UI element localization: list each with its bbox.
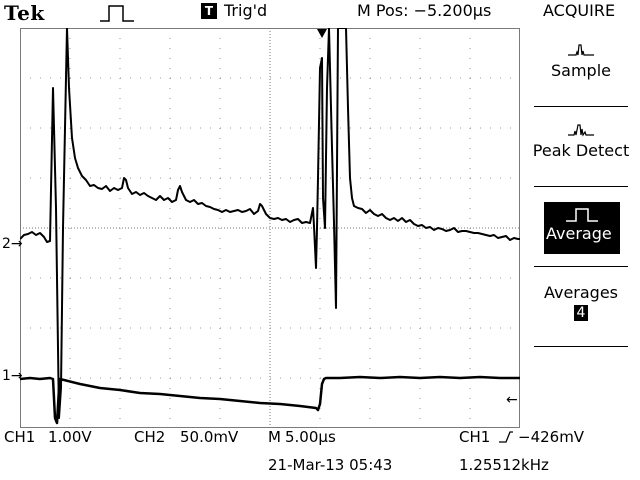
average-option[interactable]: Average — [544, 202, 620, 254]
sample-option[interactable]: Sample — [522, 42, 640, 80]
status-bar: Tek T Trig'd M Pos: −5.200µs ACQUIRE — [0, 0, 640, 28]
trigger-badge: T — [201, 3, 217, 19]
menu-divider — [534, 266, 628, 267]
trigger-level-arrow-icon: ← — [506, 392, 518, 408]
horizontal-position-readout: M Pos: −5.200µs — [357, 1, 492, 20]
brand-logo: Tek — [4, 1, 45, 25]
ch1-scale: 1.00V — [48, 428, 92, 446]
graticule-grid — [20, 28, 520, 428]
trigger-source: CH1 — [459, 428, 491, 446]
menu-divider — [534, 346, 628, 347]
trigger-position-marker-icon — [317, 29, 327, 38]
acquire-side-menu: Sample Peak Detect Average Averages 4 — [522, 28, 640, 426]
rising-edge-icon — [499, 431, 513, 443]
menu-divider — [534, 186, 628, 187]
ch1-trace — [20, 375, 520, 425]
peak-detect-label: Peak Detect — [532, 141, 630, 160]
timebase-label: M — [268, 428, 281, 446]
averages-option[interactable]: Averages 4 — [522, 283, 640, 321]
sample-label: Sample — [551, 61, 611, 80]
peak-detect-icon — [568, 124, 594, 137]
readout-bar: CH1 1.00V CH2 50.0mV M 5.00µs CH1 −426mV… — [0, 428, 640, 480]
average-mode-icon — [566, 208, 598, 222]
trigger-level-readout: −426mV — [518, 428, 585, 446]
average-label: Average — [546, 224, 612, 243]
averages-value: 4 — [573, 305, 589, 321]
peak-detect-option[interactable]: Peak Detect — [522, 122, 640, 160]
menu-title: ACQUIRE — [543, 1, 616, 20]
ch2-label: CH2 — [134, 428, 166, 446]
timebase-value: 5.00µs — [285, 428, 336, 446]
acquisition-pulse-icon — [100, 5, 134, 22]
trigger-status: Trig'd — [224, 1, 268, 20]
ch1-label: CH1 — [4, 428, 36, 446]
ch2-ground-marker: 2→ — [2, 236, 23, 252]
frequency-readout: 1.25512kHz — [459, 456, 549, 474]
date-time: 21-Mar-13 05:43 — [268, 456, 393, 474]
ch1-ground-marker: 1→ — [2, 368, 23, 384]
sample-mode-icon — [568, 44, 594, 56]
menu-divider — [534, 106, 628, 107]
ch2-trace — [20, 28, 520, 419]
averages-label: Averages — [543, 283, 619, 302]
ch2-scale: 50.0mV — [180, 428, 239, 446]
waveform-display — [20, 28, 520, 428]
